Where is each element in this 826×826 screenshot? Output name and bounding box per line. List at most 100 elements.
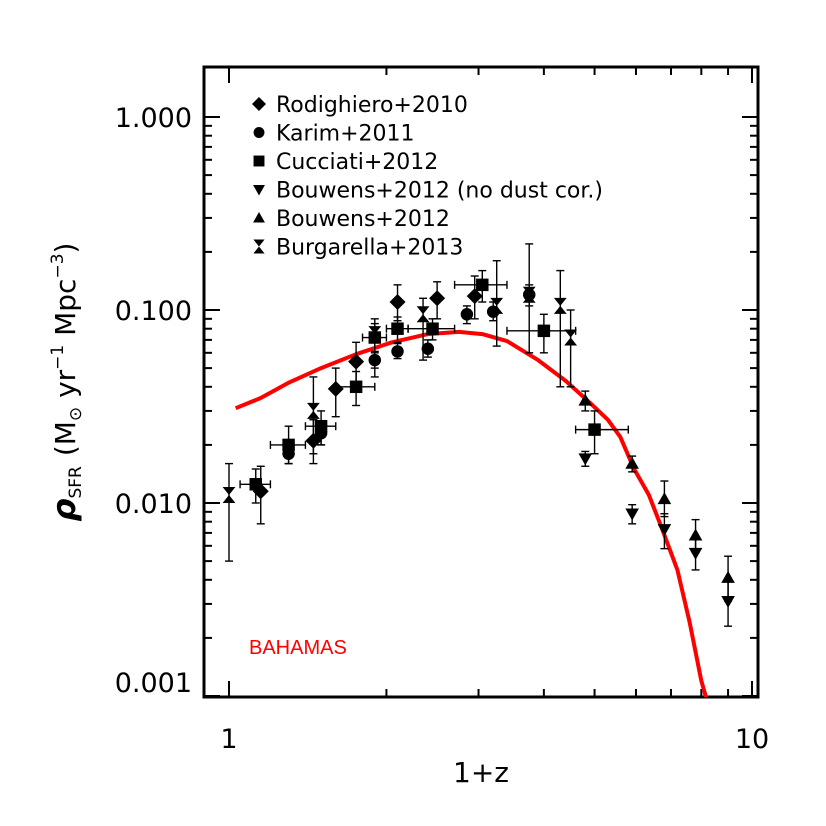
triangle-down-marker <box>578 453 593 466</box>
square-marker <box>426 322 439 335</box>
diamond-marker <box>466 288 483 305</box>
triangle-up-marker <box>721 570 735 583</box>
data-point <box>453 269 508 303</box>
data-point <box>269 425 307 465</box>
y-axis-close: ) <box>49 243 82 254</box>
data-point <box>460 305 474 325</box>
y-tick-label: 1.000 <box>115 103 192 134</box>
data-point <box>553 269 567 388</box>
legend-label: Karim+2011 <box>276 122 415 147</box>
y-axis-open: (M <box>49 421 82 456</box>
square-marker <box>249 478 262 491</box>
y-tick-label: 0.010 <box>115 489 192 520</box>
y-axis-sun-symbol: ⊙ <box>66 407 86 421</box>
triangle-down-marker <box>625 508 639 521</box>
bahamas-model-line <box>234 329 709 697</box>
y-axis-title: ρSFR (M⊙ yr−1 Mpc−3) <box>45 243 86 522</box>
square-marker <box>282 438 295 452</box>
legend-label: Rodighiero+2010 <box>276 93 468 118</box>
legend: Rodighiero+2010 Karim+2011 Cucciati+2012 Bo… <box>252 93 603 261</box>
data-point <box>335 370 376 407</box>
data-point <box>564 309 578 388</box>
legend-label: Burgarella+2013 <box>276 236 463 261</box>
data-point <box>625 503 639 525</box>
axis-ticks <box>204 67 758 697</box>
legend-item: Karim+2011 <box>253 122 415 147</box>
square-marker <box>537 324 551 338</box>
series-diamond <box>252 275 483 525</box>
data-point <box>466 275 483 320</box>
legend-item: Bouwens+2012 <box>253 207 450 232</box>
data-point <box>416 297 430 361</box>
hourglass-marker <box>553 297 567 314</box>
svg-text:ρSFR(M⊙ yr−1 Mpc−3): ρSFR (M⊙ yr−1 Mpc−3) <box>45 243 86 522</box>
data-point <box>421 339 435 358</box>
hourglass-marker <box>306 402 320 419</box>
y-tick-label: 0.001 <box>115 668 192 699</box>
y-axis-mpc: Mpc <box>49 279 82 345</box>
circle-marker <box>460 308 474 321</box>
legend-diamond-marker <box>252 97 266 111</box>
data-point <box>578 450 593 467</box>
legend-triangle-down-marker <box>253 184 265 196</box>
data-point <box>391 342 404 360</box>
square-marker <box>349 380 363 394</box>
hourglass-marker <box>522 286 536 303</box>
legend-item: Bouwens+2012 (no dust cor.) <box>253 179 603 204</box>
y-axis-rho: ρ <box>45 498 83 521</box>
data-point <box>506 313 577 354</box>
legend-hourglass-marker <box>253 239 265 254</box>
triangle-down-marker <box>657 524 672 537</box>
legend-square-marker <box>253 155 265 167</box>
data-point <box>407 318 456 341</box>
data-point <box>368 318 382 378</box>
bahamas-label: BAHAMAS <box>249 637 347 659</box>
legend-circle-marker <box>253 127 265 138</box>
data-point <box>429 281 446 320</box>
data-point <box>490 260 504 347</box>
circle-marker <box>421 342 435 355</box>
observational-data-layer <box>222 243 735 627</box>
triangle-up-marker <box>625 456 639 469</box>
data-point <box>721 555 735 602</box>
series-hourglass <box>222 243 578 562</box>
square-marker <box>476 278 489 292</box>
legend-label: Bouwens+2012 (no dust cor.) <box>276 179 603 204</box>
legend-item: Burgarella+2013 <box>253 236 463 261</box>
series-triangle-up <box>578 390 735 602</box>
legend-item: Cucciati+2012 <box>253 150 438 175</box>
series-triangle-down <box>578 450 735 627</box>
y-axis-exp2: −3 <box>48 253 68 278</box>
triangle-down-marker <box>721 595 735 608</box>
data-point <box>657 480 672 518</box>
legend-triangle-up-marker <box>253 212 265 223</box>
triangle-up-marker <box>688 528 703 541</box>
data-point <box>578 390 593 412</box>
tick-labels: 1 10 0.001 0.010 0.100 1.000 <box>115 103 769 755</box>
data-point <box>688 518 703 553</box>
triangle-up-marker <box>657 492 672 505</box>
data-point <box>304 410 337 446</box>
diamond-marker <box>429 290 446 307</box>
plot-frame <box>202 65 760 699</box>
data-point <box>306 376 320 455</box>
triangle-up-marker <box>578 393 593 406</box>
data-point <box>522 243 536 354</box>
x-tick-label: 10 <box>735 724 769 755</box>
square-marker <box>314 419 328 433</box>
hourglass-marker <box>564 329 578 346</box>
series-square <box>239 269 629 504</box>
hourglass-marker <box>490 297 504 314</box>
circle-marker <box>391 345 404 358</box>
legend-item: Rodighiero+2010 <box>252 93 468 118</box>
legend-label: Cucciati+2012 <box>276 150 438 175</box>
data-point <box>327 367 344 418</box>
data-point <box>222 462 236 562</box>
y-tick-label: 0.100 <box>115 296 192 327</box>
data-point <box>625 455 639 473</box>
data-point <box>239 468 272 504</box>
diamond-marker <box>389 294 406 311</box>
hourglass-marker <box>416 306 430 323</box>
hourglass-marker <box>368 326 382 343</box>
square-marker <box>588 423 601 436</box>
